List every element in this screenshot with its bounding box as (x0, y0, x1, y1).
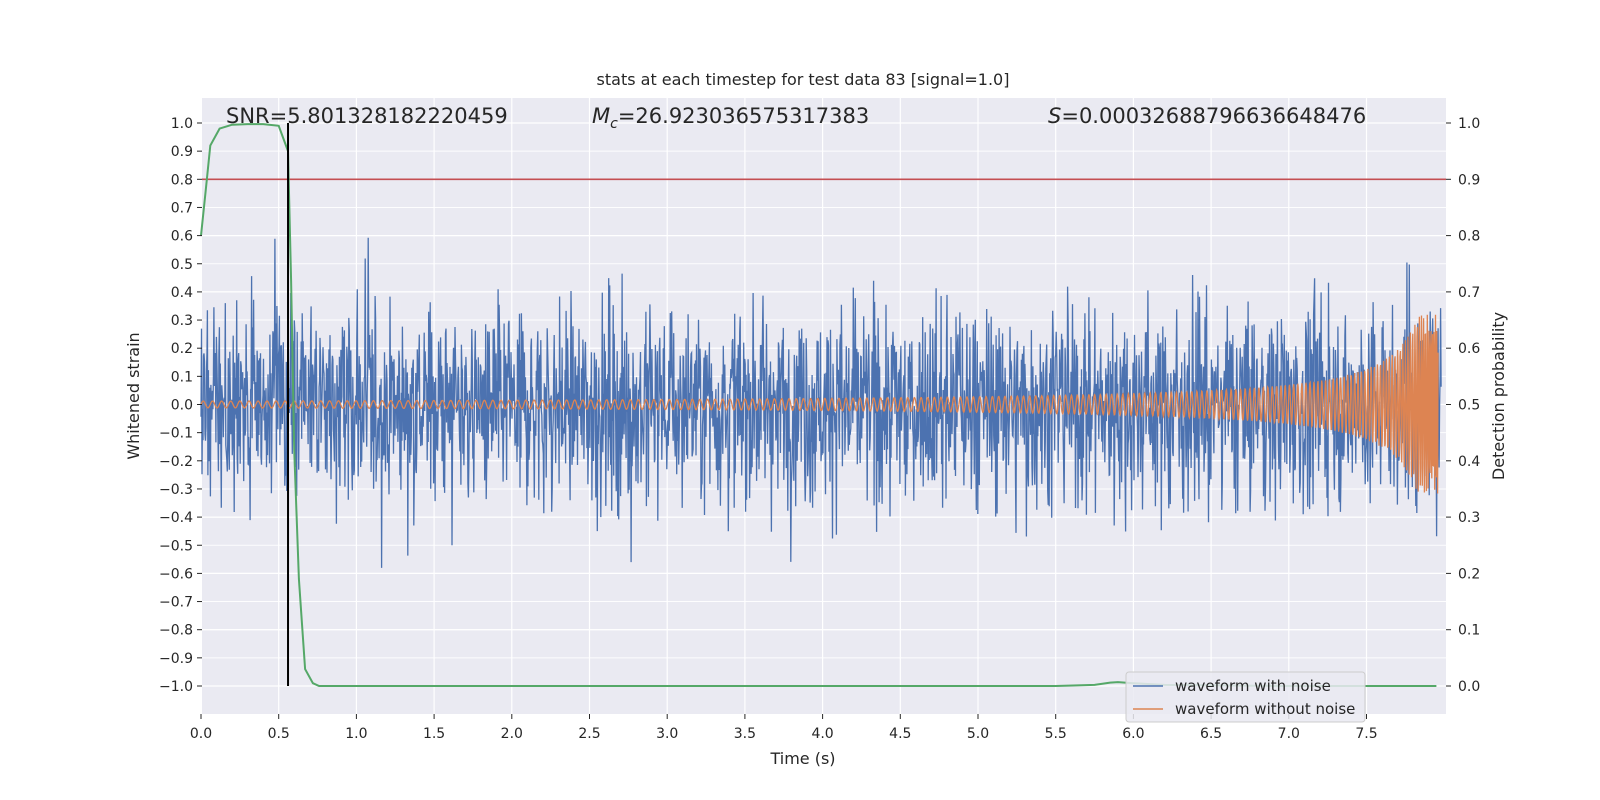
y-tick-label: −0.5 (159, 538, 193, 554)
x-axis-label: Time (s) (769, 749, 835, 768)
snr-annotation: SNR=5.801328182220459 (226, 104, 508, 128)
chirp-mass-annotation: Mc=26.923036575317383 (592, 104, 869, 132)
y-tick-label: 0.9 (171, 144, 193, 160)
y2-tick-label: 0.7 (1458, 285, 1480, 301)
x-tick-label: 7.5 (1355, 726, 1377, 742)
y-tick-label: 0.5 (171, 257, 193, 273)
y-tick-label: 0.2 (171, 341, 193, 357)
chirp-mass-subscript: c (610, 116, 618, 132)
x-tick-label: 6.0 (1122, 726, 1144, 742)
y2-tick-label: 0.8 (1458, 229, 1480, 245)
y2-tick-label: 0.9 (1458, 172, 1480, 188)
x-tick-label: 4.5 (889, 726, 911, 742)
x-tick-label: 4.0 (811, 726, 833, 742)
x-tick-label: 6.5 (1200, 726, 1222, 742)
y2-tick-label: 0.0 (1458, 679, 1480, 695)
y-tick-label: −1.0 (159, 679, 193, 695)
y2-tick-label: 0.1 (1458, 623, 1480, 639)
y-tick-label: 0.3 (171, 313, 193, 329)
series-line-waveform-with-noise (200, 237, 1442, 568)
y2-tick-label: 1.0 (1458, 116, 1480, 132)
y-tick-label: 0.4 (171, 285, 193, 301)
y2-tick-label: 0.5 (1458, 398, 1480, 414)
y-tick-label: −0.7 (159, 595, 193, 611)
legend-label-no-noise: waveform without noise (1175, 700, 1355, 718)
y-tick-label: −0.6 (159, 566, 193, 582)
x-tick-label: 0.0 (190, 726, 212, 742)
s-symbol: S (1048, 104, 1061, 128)
legend-box (1125, 671, 1366, 723)
x-tick-label: 2.5 (578, 726, 600, 742)
s-annotation: S=0.00032688796636648476 (1048, 104, 1366, 128)
series-area (200, 123, 1446, 687)
y-tick-label: 0.8 (171, 172, 193, 188)
y-tick-label: 0.6 (171, 229, 193, 245)
y-tick-label: −0.4 (159, 510, 193, 526)
x-tick-label: 3.0 (656, 726, 678, 742)
y-axis-label: Whitened strain (124, 332, 143, 459)
s-value: =0.00032688796636648476 (1061, 104, 1366, 128)
y2-axis-label: Detection probability (1489, 312, 1508, 480)
x-tick-label: 5.5 (1045, 726, 1067, 742)
y2-tick-label: 0.6 (1458, 341, 1480, 357)
series-line-detection-probability (200, 123, 1437, 687)
chirp-mass-symbol: M (592, 104, 610, 128)
series-line-waveform-without-noise (200, 314, 1439, 494)
x-tick-label: 0.5 (268, 726, 290, 742)
legend: waveform with noise waveform without noi… (1125, 671, 1366, 723)
y-tick-label: 0.7 (171, 200, 193, 216)
chirp-mass-value: =26.923036575317383 (618, 104, 869, 128)
axes: 0.0 0.5 1.0 1.5 2.0 2.5 3.0 3.5 4.0 4.5 5.0 5.5 6.0 6… (159, 116, 1480, 742)
chart-title: stats at each timestep for test data 83 … (597, 70, 1010, 89)
x-tick-label: 2.0 (501, 726, 523, 742)
x-tick-label: 5.0 (967, 726, 989, 742)
x-tick-label: 1.0 (345, 726, 367, 742)
y-tick-label: −0.9 (159, 651, 193, 667)
y2-tick-label: 0.2 (1458, 566, 1480, 582)
x-tick-label: 3.5 (734, 726, 756, 742)
legend-label-noise: waveform with noise (1175, 677, 1331, 695)
y-tick-label: −0.8 (159, 623, 193, 639)
y-tick-label: 0.0 (171, 398, 193, 414)
y-tick-label: 0.1 (171, 369, 193, 385)
x-tick-label: 1.5 (423, 726, 445, 742)
y-tick-label: −0.1 (159, 426, 193, 442)
y2-tick-label: 0.3 (1458, 510, 1480, 526)
y-tick-label: −0.2 (159, 454, 193, 470)
y-tick-label: 1.0 (171, 116, 193, 132)
y-tick-label: −0.3 (159, 482, 193, 498)
y2-tick-label: 0.4 (1458, 454, 1480, 470)
x-tick-label: 7.0 (1278, 726, 1300, 742)
